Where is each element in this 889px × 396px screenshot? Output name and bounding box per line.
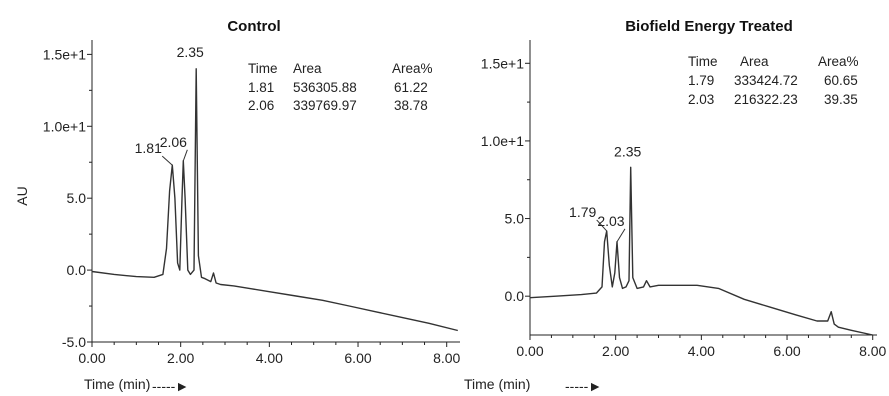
y-tick-label: 1.5e+1 — [43, 46, 86, 62]
treated-table-header-area-pct: Area% — [818, 54, 859, 69]
peak-label: 1.79 — [569, 204, 596, 220]
x-tick-label: 0.00 — [516, 343, 543, 359]
peak-leader-line — [616, 228, 626, 243]
control-table-header-area-pct: Area% — [392, 61, 433, 76]
peak-label: 2.06 — [160, 134, 187, 150]
peak-label: 1.81 — [135, 140, 162, 156]
treated-panel: Biofield Energy Treated Time (min) -----… — [464, 18, 887, 394]
y-tick-label: 5.0 — [67, 190, 87, 206]
y-tick-label: 0.0 — [67, 262, 87, 278]
x-tick-label: 4.00 — [688, 343, 715, 359]
x-tick-label: 8.00 — [433, 350, 460, 366]
treated-table-cell: 1.79 — [688, 73, 714, 88]
x-tick-label: 2.00 — [602, 343, 629, 359]
treated-table-cell: 39.35 — [824, 92, 858, 107]
control-direction-arrow: -----► — [152, 378, 189, 394]
control-table-cell: 2.06 — [248, 98, 274, 113]
treated-table-cell: 60.65 — [824, 73, 858, 88]
peak-leader-line — [596, 219, 608, 232]
y-tick-label: 5.0 — [505, 211, 525, 227]
x-tick-label: 6.00 — [344, 350, 371, 366]
control-table-cell: 61.22 — [394, 80, 428, 95]
control-panel: Control AU Time (min) -----► Time Area A… — [14, 18, 461, 394]
treated-table-header-area: Area — [740, 54, 769, 69]
treated-table-header-time: Time — [688, 54, 718, 69]
treated-table-cell: 2.03 — [688, 92, 714, 107]
chromatogram-trace — [91, 68, 458, 332]
y-tick-label: 1.0e+1 — [481, 133, 524, 149]
y-tick-label: 0.0 — [505, 288, 525, 304]
control-table-cell: 1.81 — [248, 80, 274, 95]
x-tick-label: 4.00 — [256, 350, 283, 366]
chromatogram-trace — [529, 166, 873, 336]
control-x-axis-label: Time (min) — [84, 376, 150, 392]
control-table-header-area: Area — [293, 61, 322, 76]
control-chart-title: Control — [227, 18, 280, 35]
treated-table-cell: 216322.23 — [734, 92, 798, 107]
peak-label: 2.03 — [597, 213, 624, 229]
x-tick-label: 8.00 — [859, 343, 886, 359]
treated-x-axis-label: Time (min) — [464, 376, 530, 392]
y-tick-label: 1.5e+1 — [481, 55, 524, 71]
y-tick-label: 1.0e+1 — [43, 118, 86, 134]
control-y-axis-label: AU — [14, 186, 30, 205]
peak-leader-line — [182, 149, 188, 161]
control-table-cell: 339769.97 — [293, 98, 357, 113]
x-tick-label: 2.00 — [167, 350, 194, 366]
y-tick-label: -5.0 — [62, 334, 86, 350]
treated-table-cell: 333424.72 — [734, 73, 798, 88]
peak-leader-line — [161, 155, 173, 166]
treated-direction-arrow: -----► — [565, 378, 602, 394]
x-tick-label: 0.00 — [78, 350, 105, 366]
peak-label: 2.35 — [177, 44, 204, 60]
control-table-header-time: Time — [248, 61, 278, 76]
treated-chart-title: Biofield Energy Treated — [625, 18, 793, 35]
control-table-cell: 536305.88 — [293, 80, 357, 95]
control-table-cell: 38.78 — [394, 98, 428, 113]
x-tick-label: 6.00 — [773, 343, 800, 359]
peak-label: 2.35 — [614, 143, 641, 159]
